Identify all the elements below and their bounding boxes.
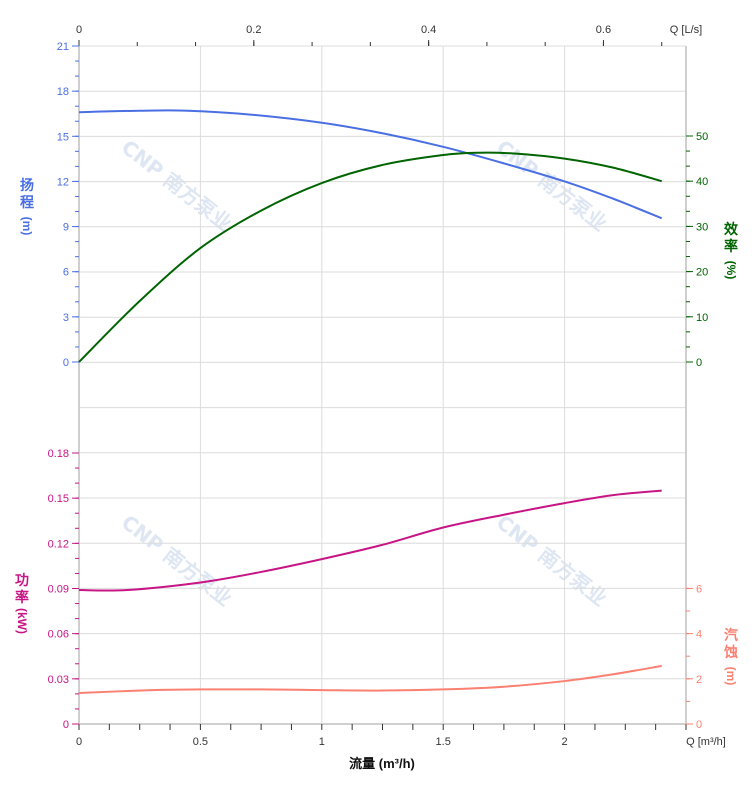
efficiency-axis-tick-label: 40 bbox=[696, 176, 708, 188]
efficiency-axis-title-char: 效 bbox=[724, 221, 739, 237]
efficiency-axis-tick-label: 0 bbox=[696, 357, 702, 369]
efficiency-axis-title-char: 率 bbox=[724, 238, 738, 254]
head-axis-tick-label: 12 bbox=[57, 176, 69, 188]
x-tick-label: 0.5 bbox=[193, 736, 208, 748]
efficiency-axis-tick-label: 10 bbox=[696, 312, 708, 324]
efficiency-axis-tick-label: 30 bbox=[696, 221, 708, 233]
x-axis-title: 流量 (m³/h) bbox=[349, 756, 415, 771]
power-axis-tick-label: 0.12 bbox=[48, 538, 69, 550]
power-axis-tick-label: 0.03 bbox=[48, 674, 69, 686]
x-tick-label: 2 bbox=[562, 736, 568, 748]
efficiency-axis-tick-label: 20 bbox=[696, 267, 708, 279]
power-axis-title-char: 功 bbox=[15, 572, 29, 588]
top-tick-label: 0.4 bbox=[421, 24, 436, 36]
power-axis-title-unit: (kW) bbox=[15, 608, 29, 634]
power-axis-tick-label: 0.15 bbox=[48, 493, 69, 505]
efficiency-axis-tick-label: 50 bbox=[696, 131, 708, 143]
npsh-axis-title-char: 汽 bbox=[724, 627, 738, 643]
head-axis-tick-label: 6 bbox=[63, 267, 69, 279]
npsh-curve bbox=[78, 664, 662, 695]
power-axis-tick-label: 0.06 bbox=[48, 629, 69, 641]
top-unit-label: Q [L/s] bbox=[670, 24, 702, 36]
efficiency-axis-title-unit: (%) bbox=[724, 261, 738, 280]
head-axis-tick-label: 0 bbox=[63, 357, 69, 369]
watermark-logo: CNP 南方泵业 bbox=[117, 135, 237, 236]
head-axis-tick-label: 18 bbox=[57, 86, 69, 98]
head-axis-tick-label: 21 bbox=[57, 41, 69, 53]
head-axis-title-char: 程 bbox=[20, 194, 34, 210]
npsh-axis-title-char: 蚀 bbox=[723, 644, 738, 660]
watermark-logo: CNP 南方泵业 bbox=[492, 510, 612, 611]
npsh-axis-tick-label: 4 bbox=[696, 629, 702, 641]
top-tick-label: 0.6 bbox=[596, 24, 611, 36]
npsh-axis-tick-label: 0 bbox=[696, 719, 702, 731]
x-tick-label: 1 bbox=[319, 736, 325, 748]
power-axis-tick-label: 0.09 bbox=[48, 584, 69, 596]
npsh-axis-tick-label: 6 bbox=[696, 583, 702, 595]
head-axis-title-unit: (m) bbox=[20, 217, 34, 236]
head-axis-tick-label: 9 bbox=[63, 222, 69, 234]
watermark-logo: CNP 南方泵业 bbox=[492, 135, 612, 236]
power-curve bbox=[78, 489, 662, 592]
top-tick-label: 0 bbox=[76, 24, 82, 36]
top-tick-label: 0.2 bbox=[246, 24, 261, 36]
head-curve bbox=[78, 109, 663, 220]
npsh-axis-title-unit: (m) bbox=[724, 667, 738, 686]
power-axis-tick-label: 0.18 bbox=[48, 448, 69, 460]
head-axis-tick-label: 3 bbox=[63, 312, 69, 324]
x-tick-label: 1.5 bbox=[436, 736, 451, 748]
watermark-logo: CNP 南方泵业 bbox=[117, 510, 237, 611]
efficiency-curve bbox=[78, 151, 662, 363]
power-axis-tick-label: 0 bbox=[63, 719, 69, 731]
head-axis-tick-label: 15 bbox=[57, 131, 69, 143]
head-axis-title-char: 扬 bbox=[20, 177, 34, 193]
x-tick-label: 0 bbox=[76, 736, 82, 748]
power-axis-title-char: 率 bbox=[15, 589, 29, 605]
npsh-axis-tick-label: 2 bbox=[696, 674, 702, 686]
x-unit-label: Q [m³/h] bbox=[686, 736, 726, 748]
